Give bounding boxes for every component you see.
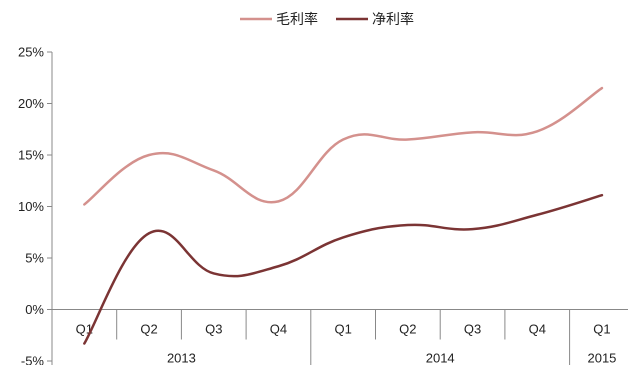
series-line-1 xyxy=(83,86,604,206)
year-group-label: 2015 xyxy=(587,351,616,366)
year-group-label: 2013 xyxy=(167,351,196,366)
legend-label-2: 净利率 xyxy=(372,11,414,27)
x-tick-label: Q4 xyxy=(529,322,546,337)
y-tick-label: 10% xyxy=(18,199,44,214)
y-tick-label: 25% xyxy=(18,45,44,60)
y-tick-label: -5% xyxy=(21,354,45,366)
x-tick-label: Q4 xyxy=(270,322,287,337)
y-tick-label: 20% xyxy=(18,96,44,111)
x-tick-label: Q1 xyxy=(334,322,351,337)
x-tick-label: Q3 xyxy=(464,322,481,337)
y-tick-label: 15% xyxy=(18,148,44,163)
x-tick-label: Q2 xyxy=(140,322,157,337)
legend-label-1: 毛利率 xyxy=(276,11,318,27)
x-tick-label: Q1 xyxy=(593,322,610,337)
series-line-2 xyxy=(83,193,604,345)
year-group-label: 2014 xyxy=(426,351,455,366)
y-tick-label: 5% xyxy=(25,251,44,266)
x-tick-label: Q3 xyxy=(205,322,222,337)
x-tick-label: Q2 xyxy=(399,322,416,337)
y-tick-label: 0% xyxy=(25,302,44,317)
